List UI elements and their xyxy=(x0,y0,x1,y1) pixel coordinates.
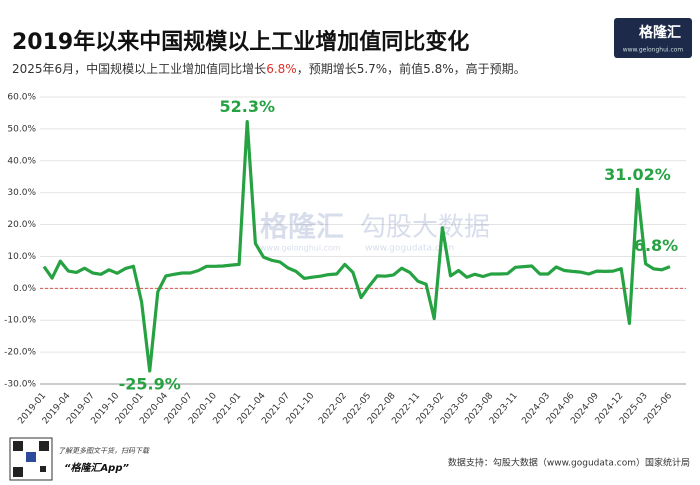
subtitle-part: 2025年6月，中国规模以上工业增加值同比增长 xyxy=(12,61,266,76)
value-label: 6.8% xyxy=(634,236,678,255)
qr-text: 了解更多图文干货，扫码下载 xyxy=(58,447,150,455)
logo-url: www.gelonghui.com xyxy=(623,47,684,54)
y-tick-label: 50.0% xyxy=(7,124,36,134)
source: 数据支持：勾股大数据（www.gogudata.com）国家统计局 xyxy=(448,457,690,469)
value-label: 52.3% xyxy=(219,97,275,116)
y-tick-label: -10.0% xyxy=(4,316,36,326)
line xyxy=(42,120,671,373)
logo: 格隆汇 xyxy=(639,24,681,41)
qr-code xyxy=(9,437,53,481)
watermark: 格隆汇 www.gelonghui.com 勾股大数据 www.gogudata… xyxy=(260,210,490,254)
y-tick-label: 40.0% xyxy=(7,156,36,166)
watermark-brand: 格隆汇 xyxy=(260,210,344,243)
y-tick-label: 60.0% xyxy=(7,93,36,103)
y-tick-label: -20.0% xyxy=(4,348,36,358)
app-name: “格隆汇App” xyxy=(64,462,129,474)
watermark-url: www.gelonghui.com xyxy=(260,244,341,253)
chart-title: 2019年以来中国规模以上工业增加值同比变化 xyxy=(12,29,469,55)
subtitle-part: ，预期增长5.7%，前值5.8%，高于预期。 xyxy=(297,61,526,76)
y-tick-label: 10.0% xyxy=(7,252,36,262)
y-tick-label: 0.0% xyxy=(13,284,36,294)
y-tick-label: 20.0% xyxy=(7,220,36,230)
watermark-url: www.gogudata.com xyxy=(365,244,454,254)
watermark-brand: 勾股大数据 xyxy=(360,213,490,243)
logo-box xyxy=(614,18,692,58)
y-tick-label: -30.0% xyxy=(4,380,36,390)
value-label: -25.9% xyxy=(119,374,181,393)
subtitle-highlight: 6.8% xyxy=(266,62,297,76)
subtitle: 2025年6月，中国规模以上工业增加值同比增长6.8%，预期增长5.7%，前值5… xyxy=(12,61,526,76)
value-label: 31.02% xyxy=(604,165,671,184)
y-tick-label: 30.0% xyxy=(7,188,36,198)
